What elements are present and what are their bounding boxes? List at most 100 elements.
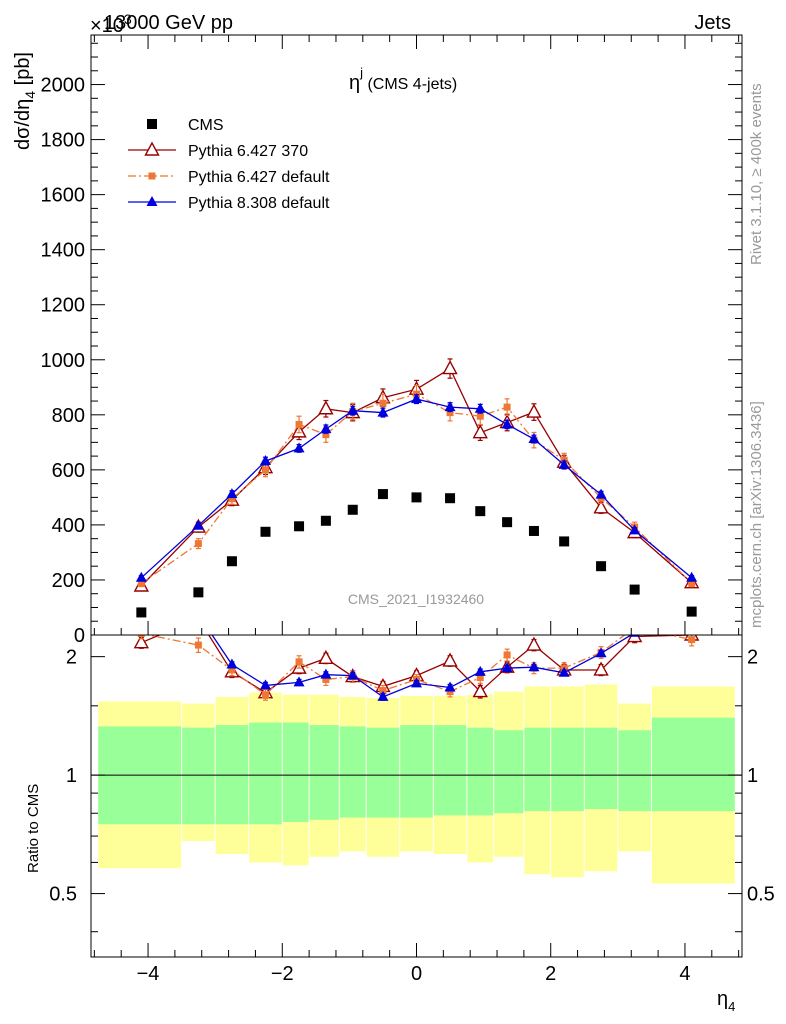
marker-pythia-8-308-default xyxy=(686,616,697,626)
marker-pythia-6-427-default xyxy=(194,540,202,548)
stat-band-bin xyxy=(400,725,433,818)
x-tick-label: −2 xyxy=(271,963,294,985)
marker-pythia-8-308-default xyxy=(293,442,305,453)
marker-pythia-6-427-370 xyxy=(472,683,488,698)
marker-pythia-8-308-default xyxy=(558,666,570,677)
main-panel-series xyxy=(133,358,700,618)
marker-pythia-8-308-default xyxy=(377,690,389,701)
ratio-y-tick-label: 0.5 xyxy=(49,884,77,906)
legend-label-pythia-8-308-default: Pythia 8.308 default xyxy=(188,195,330,212)
stat-band-bin xyxy=(249,722,282,825)
marker-pythia-8-308-default xyxy=(595,647,607,658)
marker-pythia-6-427-default xyxy=(476,674,484,682)
stat-band-bin xyxy=(467,727,494,816)
ratio-y-tick-label-right: 2 xyxy=(747,647,758,669)
marker-cms xyxy=(445,493,456,504)
category-label: Jets xyxy=(694,12,731,34)
stat-band-bin xyxy=(494,730,524,814)
main-y-axis-label: dσ/dη4 [pb] xyxy=(12,52,38,150)
main-y-tick-label: 0 xyxy=(74,625,85,647)
stat-band-bin xyxy=(282,722,309,823)
marker-cms xyxy=(559,536,570,547)
marker-pythia-8-308-default xyxy=(226,488,238,499)
stat-band-bin xyxy=(309,725,339,820)
marker-pythia-8-308-default xyxy=(135,571,147,582)
marker-pythia-6-427-370 xyxy=(318,649,334,665)
ratio-y-tick-label-right: 1 xyxy=(747,765,758,787)
main-y-tick-label: 800 xyxy=(52,405,85,427)
marker-cms xyxy=(147,119,157,129)
marker-pythia-6-427-default xyxy=(631,624,638,631)
main-series-pythia-8-308-default xyxy=(135,393,698,582)
analysis-watermark: CMS_2021_I1932460 xyxy=(348,591,484,607)
marker-pythia-6-427-default xyxy=(688,579,696,587)
marker-cms xyxy=(377,489,388,500)
marker-pythia-8-308-default xyxy=(411,677,422,688)
marker-pythia-6-427-default xyxy=(137,579,145,587)
marker-cms xyxy=(686,606,697,617)
main-y-tick-label: 1000 xyxy=(41,350,86,372)
main-y-tick-label: 200 xyxy=(52,570,85,592)
stat-band-bin xyxy=(651,717,735,812)
ratio-panel-series xyxy=(133,608,700,701)
marker-pythia-6-427-370 xyxy=(593,661,609,676)
main-y-tick-label: 1800 xyxy=(41,130,86,152)
marker-pythia-6-427-370 xyxy=(318,400,334,415)
legend-entry-pythia-8-308-default: Pythia 8.308 default xyxy=(128,195,330,212)
stat-band-bin xyxy=(524,727,551,812)
marker-pythia-8-308-default xyxy=(474,665,486,676)
main-y-tick-label: 1600 xyxy=(41,185,86,207)
marker-pythia-8-308-default xyxy=(146,196,158,206)
marker-pythia-6-427-default xyxy=(688,636,696,644)
marker-pythia-8-308-default xyxy=(293,676,305,687)
stat-band-bin xyxy=(433,725,467,816)
marker-pythia-8-308-default xyxy=(595,488,607,499)
marker-pythia-8-308-default xyxy=(629,524,641,535)
chart-title: ηj (CMS 4-jets) xyxy=(349,65,457,94)
ratio-y-tick-label: 1 xyxy=(66,765,77,787)
marker-pythia-6-427-default xyxy=(379,399,387,407)
x-axis-label: η4 xyxy=(717,988,735,1014)
marker-pythia-6-427-370 xyxy=(144,141,160,156)
ratio-series-pythia-8-308-default xyxy=(193,608,697,701)
marker-pythia-6-427-370 xyxy=(192,612,205,624)
marker-pythia-8-308-default xyxy=(444,681,456,692)
marker-pythia-8-308-default xyxy=(528,433,540,444)
axes: 0 200 400 600 800 1000 1200 1400 1600 1800 2000 −4 −… xyxy=(41,35,775,985)
marker-pythia-8-308-default xyxy=(259,679,271,690)
marker-pythia-6-427-default xyxy=(295,420,303,428)
marker-pythia-6-427-370 xyxy=(442,360,458,375)
marker-pythia-6-427-default xyxy=(261,691,269,699)
marker-pythia-8-308-default xyxy=(193,608,204,618)
ratio-y-tick-label-right: 0.5 xyxy=(747,884,775,906)
marker-pythia-6-427-370 xyxy=(133,635,150,649)
main-line-pythia-8-308-default xyxy=(140,398,693,579)
exponent-label: ×103 xyxy=(90,11,132,37)
ratio-y-axis-label: Ratio to CMS xyxy=(25,784,42,873)
marker-pythia-6-427-default xyxy=(194,641,202,649)
marker-cms xyxy=(502,517,513,528)
marker-pythia-6-427-default xyxy=(379,687,387,695)
marker-pythia-6-427-default xyxy=(148,172,156,180)
marker-pythia-6-427-370 xyxy=(593,499,609,514)
main-series-pythia-6-427-default xyxy=(137,384,696,588)
marker-pythia-8-308-default xyxy=(320,423,332,434)
marker-pythia-8-308-default xyxy=(411,393,422,404)
marker-pythia-8-308-default xyxy=(192,519,204,530)
legend-label-pythia-6-427-default: Pythia 6.427 default xyxy=(188,169,330,186)
x-tick-label: 2 xyxy=(545,963,556,985)
marker-pythia-8-308-default xyxy=(259,455,271,466)
marker-pythia-6-427-default xyxy=(503,403,511,411)
marker-cms xyxy=(320,515,331,526)
marker-pythia-8-308-default xyxy=(226,658,238,669)
marker-pythia-8-308-default xyxy=(347,404,359,415)
main-series-cms xyxy=(136,489,697,618)
marker-cms xyxy=(475,506,486,517)
marker-cms xyxy=(347,504,358,515)
marker-pythia-6-427-default xyxy=(137,635,145,638)
main-y-tick-label: 2000 xyxy=(41,75,86,97)
marker-pythia-8-308-default xyxy=(377,406,389,417)
marker-pythia-8-308-default xyxy=(474,402,486,413)
energy-label: 13000 GeV pp xyxy=(104,12,233,34)
